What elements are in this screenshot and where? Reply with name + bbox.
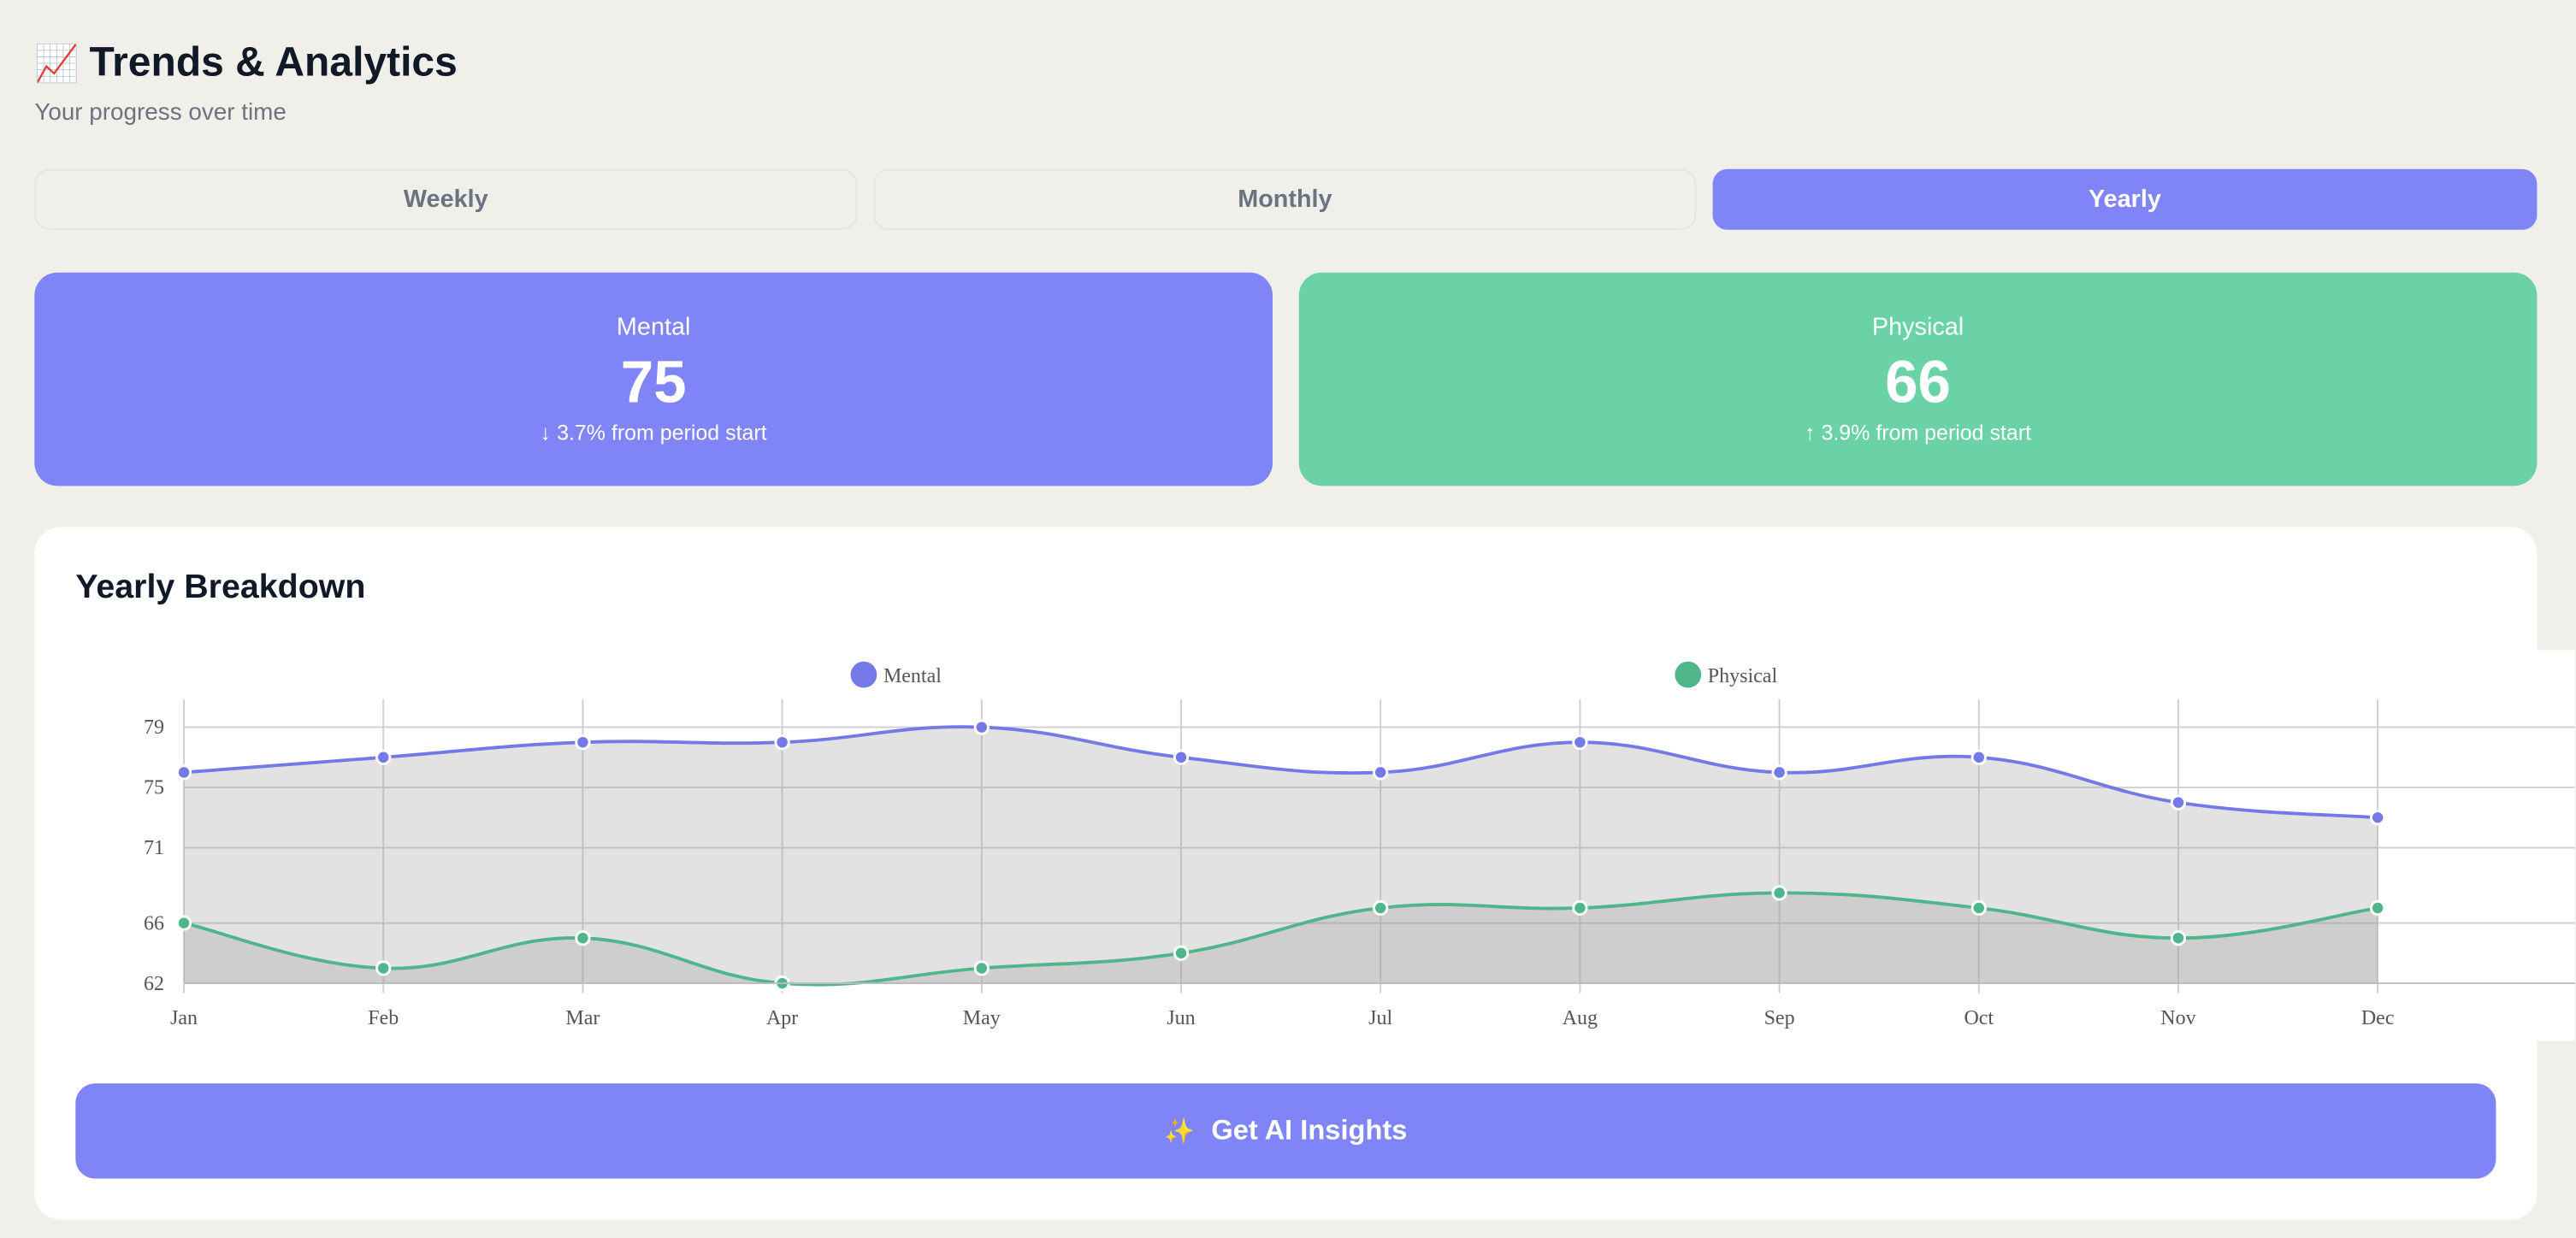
trend-chart-card: 62 66 71 75 79 Jan Feb Mar Apr May Jun Jul Aug Sep Oct… <box>75 650 2575 1041</box>
mental-line <box>183 725 2378 820</box>
physical-point <box>1970 899 1987 917</box>
physical-point <box>375 960 392 976</box>
mental-point <box>1572 734 1588 751</box>
x-tick-label: Feb <box>368 1007 399 1029</box>
x-tick-label: Sep <box>1764 1007 1795 1029</box>
y-tick-label: 79 <box>144 716 164 739</box>
physical-point <box>1173 945 1190 961</box>
legend-physical-swatch <box>1675 661 1702 688</box>
mental-stat-label: Mental <box>616 313 691 342</box>
mental-point <box>2170 794 2187 811</box>
breakdown-title: Yearly Breakdown <box>75 568 366 606</box>
mental-stat-card: Mental 75 ↓ 3.7% from period start <box>34 272 1273 486</box>
mental-point <box>1373 764 1389 781</box>
x-tick-label: Oct <box>1964 1007 1994 1029</box>
y-tick-label: 62 <box>144 973 164 995</box>
tab-yearly[interactable]: Yearly <box>1712 168 2538 230</box>
physical-stat-card: Physical 66 ↑ 3.9% from period start <box>1298 272 2538 486</box>
tab-weekly[interactable]: Weekly <box>34 168 858 230</box>
mental-area <box>184 727 2378 984</box>
physical-point <box>973 960 990 976</box>
physical-point <box>2170 930 2187 946</box>
legend-physical-label: Physical <box>1708 665 1778 687</box>
mental-point <box>774 734 790 751</box>
physical-stat-delta: ↑ 3.9% from period start <box>1805 420 2032 445</box>
physical-line <box>183 891 2378 987</box>
page-title-text: Trends & Analytics <box>89 39 458 85</box>
x-tick-label: Jan <box>170 1007 198 1029</box>
mental-point <box>575 734 591 751</box>
chart-increasing-icon: 📈 <box>34 41 80 83</box>
physical-point <box>1373 899 1389 917</box>
mental-point <box>1970 749 1987 765</box>
physical-point <box>1771 885 1787 901</box>
x-tick-label: Mar <box>565 1007 600 1029</box>
physical-point <box>175 915 192 931</box>
x-tick-label: Jun <box>1167 1007 1195 1029</box>
tab-monthly[interactable]: Monthly <box>873 168 1697 230</box>
physical-stat-value: 66 <box>1885 348 1951 416</box>
mental-point <box>1771 764 1787 781</box>
physical-point <box>2370 899 2386 917</box>
mental-stat-value: 75 <box>620 348 687 416</box>
mental-point <box>2370 810 2386 826</box>
mental-point <box>1173 749 1190 765</box>
y-tick-label: 66 <box>144 912 164 934</box>
physical-point <box>575 930 591 946</box>
legend-mental-label: Mental <box>883 665 942 687</box>
trend-chart: 62 66 71 75 79 Jan Feb Mar Apr May Jun Jul Aug Sep Oct… <box>144 661 2575 1029</box>
physical-point <box>1572 899 1588 917</box>
x-tick-label: Dec <box>2361 1007 2395 1029</box>
get-ai-insights-label: Get AI Insights <box>1211 1114 1408 1147</box>
legend-mental-swatch <box>850 661 877 688</box>
get-ai-insights-button[interactable]: ✨ Get AI Insights <box>75 1083 2496 1179</box>
page-title: 📈 Trends & Analytics <box>34 39 458 87</box>
sparkles-icon: ✨ <box>1164 1117 1196 1147</box>
physical-stat-label: Physical <box>1871 313 1964 342</box>
x-tick-label: Jul <box>1368 1007 1392 1029</box>
mental-stat-delta: ↓ 3.7% from period start <box>540 420 767 445</box>
mental-point <box>973 719 990 735</box>
x-tick-label: Nov <box>2160 1007 2195 1029</box>
physical-area <box>184 893 2378 985</box>
page-subtitle: Your progress over time <box>34 100 287 127</box>
y-tick-label: 71 <box>144 837 164 859</box>
x-tick-label: Aug <box>1563 1007 1598 1029</box>
x-tick-label: Apr <box>766 1007 798 1029</box>
mental-point <box>175 764 192 781</box>
mental-point <box>375 749 392 765</box>
y-tick-label: 75 <box>144 777 164 799</box>
x-tick-label: May <box>963 1007 1001 1029</box>
